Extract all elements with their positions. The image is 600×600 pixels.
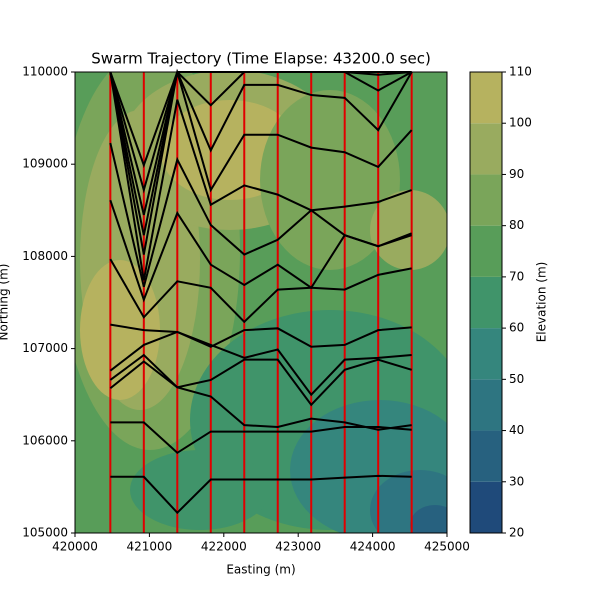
y-tick-label: 109000 bbox=[22, 157, 68, 171]
colorbar-band bbox=[470, 379, 502, 431]
chart-title: Swarm Trajectory (Time Elapse: 43200.0 s… bbox=[91, 50, 431, 68]
marks bbox=[109, 68, 413, 533]
trajectory bbox=[110, 323, 412, 348]
y-tick-label: 108000 bbox=[22, 249, 68, 263]
trajectory bbox=[109, 68, 413, 236]
colorbar-tick-label: 20 bbox=[509, 526, 524, 540]
trajectory bbox=[109, 360, 412, 431]
trajectory bbox=[109, 353, 412, 407]
trajectory bbox=[109, 71, 413, 255]
colorbar-tick-label: 70 bbox=[509, 269, 524, 283]
colorbar-tick-label: 100 bbox=[509, 116, 532, 130]
colorbar-band bbox=[470, 72, 502, 124]
colorbar-band bbox=[470, 430, 502, 482]
colorbar-band bbox=[470, 328, 502, 380]
colorbar-tick-label: 60 bbox=[509, 321, 524, 335]
y-tick-label: 106000 bbox=[22, 433, 68, 447]
colorbar-band bbox=[470, 174, 502, 226]
colorbar-band bbox=[470, 225, 502, 277]
colorbar-tick-label: 30 bbox=[509, 474, 524, 488]
trajectory bbox=[110, 474, 412, 515]
trajectory bbox=[109, 142, 413, 288]
colorbar-tick-label: 40 bbox=[509, 423, 524, 437]
y-tick-label: 107000 bbox=[22, 341, 68, 355]
colorbar-tick-label: 80 bbox=[509, 218, 524, 232]
x-tick-label: 424000 bbox=[350, 540, 396, 554]
colorbar-band bbox=[470, 276, 502, 329]
y-axis-label: Northing (m) bbox=[0, 264, 11, 341]
x-axis-label: Easting (m) bbox=[226, 563, 295, 577]
plot-frame bbox=[74, 71, 448, 534]
y-tick-label: 105000 bbox=[22, 526, 68, 540]
x-tick-label: 421000 bbox=[126, 540, 172, 554]
colorbar-band bbox=[470, 481, 502, 533]
colorbar-label: Elevation (m) bbox=[535, 262, 549, 343]
colorbar-band bbox=[470, 123, 502, 175]
x-tick-label: 423000 bbox=[275, 540, 321, 554]
colorbar-tick-label: 110 bbox=[509, 65, 532, 79]
trajectory bbox=[109, 258, 412, 324]
x-tick-label: 420000 bbox=[52, 540, 98, 554]
colorbar-frame bbox=[469, 71, 503, 534]
trajectory bbox=[109, 71, 412, 281]
x-tick-label: 422000 bbox=[201, 540, 247, 554]
colorbar-tick-label: 90 bbox=[509, 167, 524, 181]
y-tick-label: 110000 bbox=[22, 65, 68, 79]
x-tick-label: 425000 bbox=[424, 540, 470, 554]
colorbar-tick-label: 50 bbox=[509, 372, 524, 386]
trajectory bbox=[109, 330, 412, 397]
